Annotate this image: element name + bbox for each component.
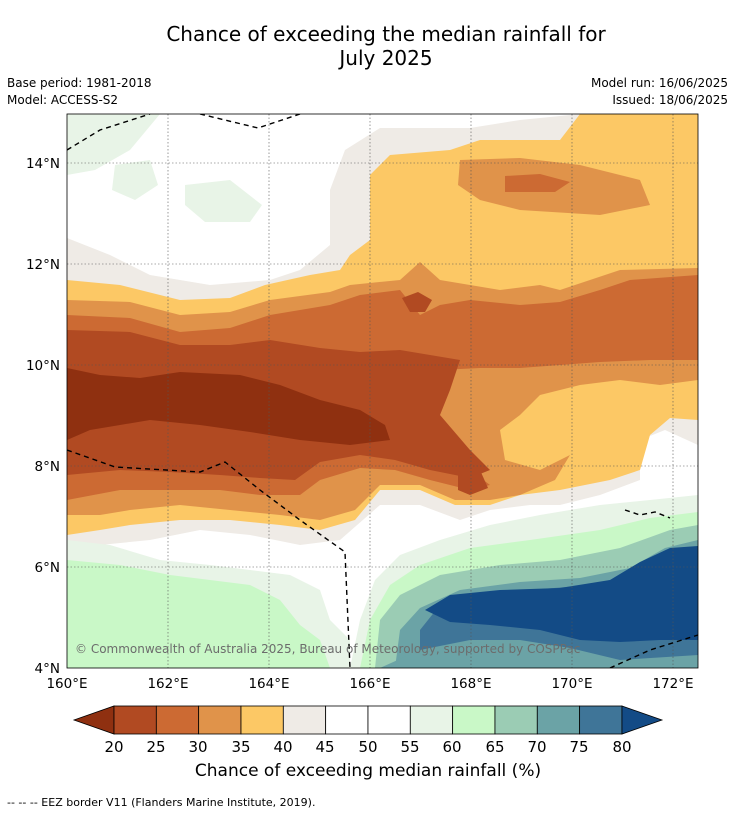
field-darkred-small bbox=[402, 292, 432, 312]
eez-footer-note: -- -- -- EEZ border V11 (Flanders Marine… bbox=[7, 796, 316, 809]
lat-labels: 14°N 12°N 10°N 8°N 6°N 4°N bbox=[26, 156, 60, 677]
colorbar-segment bbox=[282, 705, 327, 735]
field-se-darkblue bbox=[425, 546, 698, 642]
lat-label: 14°N bbox=[26, 156, 60, 172]
lat-label: 12°N bbox=[26, 257, 60, 273]
model-name: Model: ACCESS-S2 bbox=[7, 93, 119, 107]
eez-borders bbox=[67, 114, 698, 668]
lat-label: 10°N bbox=[26, 358, 60, 374]
field-green-sw bbox=[67, 560, 330, 668]
colorbar-ticks: 20 25 30 35 40 45 50 55 60 65 70 75 80 bbox=[104, 738, 631, 756]
lat-label: 6°N bbox=[35, 560, 60, 576]
field-lightgreen-nw bbox=[67, 114, 160, 175]
lon-label: 172°E bbox=[652, 676, 693, 692]
lon-label: 170°E bbox=[551, 676, 592, 692]
lat-label: 8°N bbox=[35, 459, 60, 475]
colorbar-tick: 35 bbox=[231, 738, 250, 756]
colorbar-tick: 50 bbox=[358, 738, 377, 756]
meta-right: Model run: 16/06/2025 Issued: 18/06/2025 bbox=[591, 75, 728, 109]
issued-date: Issued: 18/06/2025 bbox=[612, 93, 728, 107]
rainfall-map: © Commonwealth of Australia 2025, Bureau… bbox=[26, 113, 699, 756]
colorbar-tick: 45 bbox=[315, 738, 334, 756]
colorbar-segment bbox=[325, 705, 369, 735]
colorbar-tick: 75 bbox=[569, 738, 588, 756]
colorbar-segment bbox=[621, 705, 664, 735]
colorbar-tick: 65 bbox=[485, 738, 504, 756]
copyright-notice: © Commonwealth of Australia 2025, Bureau… bbox=[75, 642, 580, 656]
colorbar-tick: 80 bbox=[612, 738, 631, 756]
colorbar-tick: 55 bbox=[400, 738, 419, 756]
colorbar-segment bbox=[452, 705, 496, 735]
colorbar bbox=[72, 705, 664, 735]
field-darkest bbox=[67, 368, 390, 445]
lon-label: 164°E bbox=[248, 676, 289, 692]
colorbar-segment bbox=[494, 705, 538, 735]
colorbar-tick: 30 bbox=[188, 738, 207, 756]
colorbar-tick: 20 bbox=[104, 738, 123, 756]
map-frame bbox=[66, 113, 699, 669]
title-line-1: Chance of exceeding the median rainfall … bbox=[166, 22, 606, 46]
colorbar-segment bbox=[198, 705, 242, 735]
lon-label: 166°E bbox=[349, 676, 390, 692]
colorbar-segment bbox=[113, 705, 157, 735]
title-line-2: July 2025 bbox=[339, 46, 433, 70]
colorbar-segment bbox=[409, 705, 454, 735]
colorbar-segment bbox=[240, 705, 284, 735]
colorbar-segment bbox=[579, 705, 623, 735]
lon-label: 162°E bbox=[147, 676, 188, 692]
model-run: Model run: 16/06/2025 bbox=[590, 76, 728, 90]
grid-lines bbox=[67, 114, 698, 668]
field-darkred-small-2 bbox=[458, 470, 488, 495]
colorbar-tick: 70 bbox=[527, 738, 546, 756]
lon-labels: 160°E 162°E 164°E 166°E 168°E 170°E 172°… bbox=[46, 676, 693, 692]
field-lightgreen-n2 bbox=[185, 180, 262, 222]
colorbar-segment bbox=[367, 705, 411, 735]
colorbar-tick: 40 bbox=[273, 738, 292, 756]
colorbar-segment bbox=[72, 705, 115, 735]
colorbar-segment bbox=[155, 705, 200, 735]
colorbar-label: Chance of exceeding median rainfall (%) bbox=[194, 761, 542, 781]
map-fields: © Commonwealth of Australia 2025, Bureau… bbox=[67, 114, 698, 668]
field-se-bottom bbox=[380, 640, 698, 668]
lon-label: 168°E bbox=[450, 676, 491, 692]
base-period: Base period: 1981-2018 bbox=[7, 76, 152, 90]
field-red-north bbox=[505, 174, 570, 192]
lat-label: 4°N bbox=[35, 661, 60, 677]
colorbar-tick: 25 bbox=[146, 738, 165, 756]
colorbar-tick: 60 bbox=[442, 738, 461, 756]
field-lightgreen-n1 bbox=[112, 160, 158, 200]
lon-label: 160°E bbox=[46, 676, 87, 692]
meta-left: Base period: 1981-2018 Model: ACCESS-S2 bbox=[7, 75, 152, 109]
map-title: Chance of exceeding the median rainfall … bbox=[0, 22, 736, 70]
colorbar-segment bbox=[536, 705, 581, 735]
